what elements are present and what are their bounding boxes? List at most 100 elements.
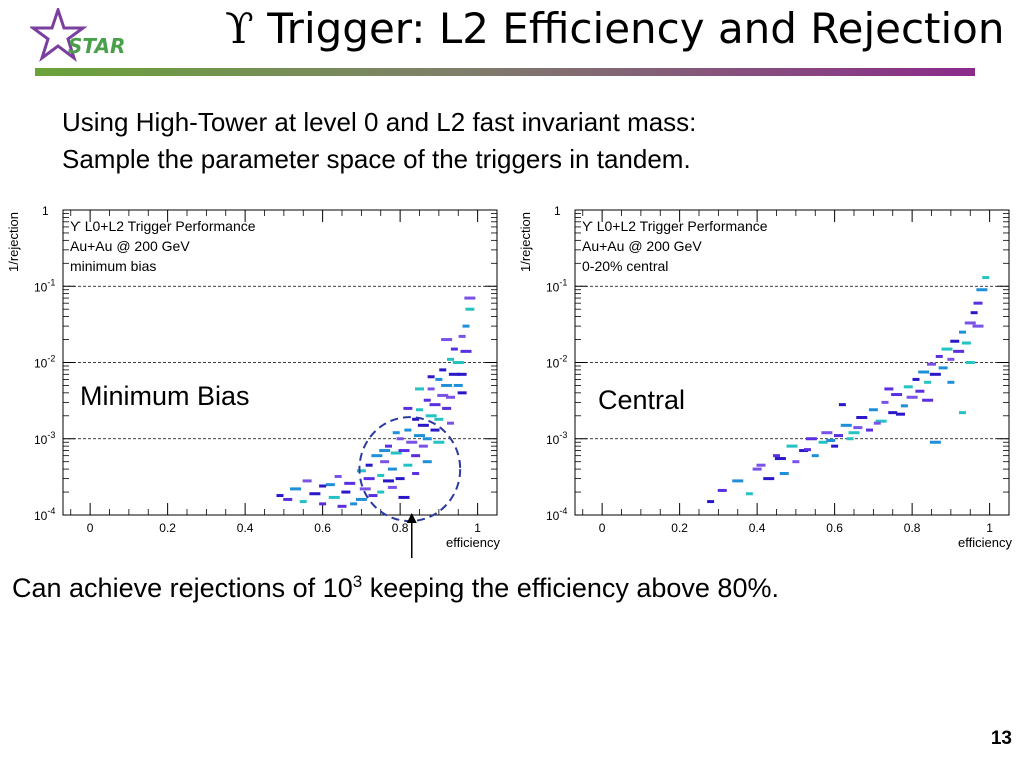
legend-line-3: minimum bias — [70, 258, 156, 274]
data-point — [434, 417, 444, 421]
legend-line-2: Au+Au @ 200 GeV — [582, 238, 702, 254]
data-point — [717, 488, 727, 492]
y-tick-label: 10-1 — [34, 277, 55, 294]
data-point — [866, 428, 873, 432]
data-point — [935, 354, 943, 358]
data-point — [429, 403, 441, 407]
y-tick-label-base: 10 — [34, 357, 48, 371]
data-point — [965, 361, 975, 364]
data-point — [915, 389, 925, 393]
data-point — [453, 383, 463, 387]
data-point — [972, 324, 984, 328]
data-point — [415, 387, 424, 391]
y-tick-label-exponent: -4 — [559, 506, 567, 516]
data-point — [458, 334, 466, 338]
x-tick-label: 0.2 — [159, 521, 176, 535]
data-point — [922, 398, 934, 402]
data-point — [403, 463, 413, 467]
data-point — [906, 395, 918, 399]
caption-text-pre: Can achieve rejections of 10 — [12, 573, 353, 603]
data-point — [392, 431, 400, 435]
y-tick-label-base: 1 — [554, 204, 561, 218]
data-point — [385, 444, 392, 448]
x-tick-label: 0.6 — [826, 521, 843, 535]
data-point — [856, 415, 868, 419]
x-tick-label: 0 — [87, 521, 94, 535]
x-tick-label: 0 — [599, 521, 606, 535]
data-point — [412, 472, 420, 476]
annotation-arrowhead — [406, 513, 417, 523]
data-point — [377, 473, 385, 477]
x-tick-label: 0.8 — [904, 521, 921, 535]
data-point — [947, 357, 955, 361]
data-point — [763, 477, 775, 481]
data-point — [875, 419, 887, 423]
data-point — [422, 460, 432, 464]
y-tick-label-exponent: -2 — [559, 354, 567, 364]
data-point — [406, 440, 418, 444]
data-point — [368, 494, 378, 498]
data-point — [805, 437, 817, 441]
data-point — [732, 479, 744, 483]
data-point — [437, 393, 449, 397]
star-logo-icon — [30, 8, 88, 63]
star-logo: STAR — [30, 8, 125, 63]
x-axis-label: efficiency — [446, 535, 500, 550]
legend-line-1: ϒ L0+L2 Trigger Performance — [70, 218, 256, 234]
intro-text: Using High-Tower at level 0 and L2 fast … — [62, 104, 696, 178]
data-point — [792, 460, 800, 464]
title-divider — [35, 68, 975, 76]
y-tick-label-base: 10 — [34, 433, 48, 447]
data-point — [371, 454, 383, 458]
data-point — [398, 449, 410, 453]
data-point — [383, 479, 394, 483]
overlay-label: Central — [598, 385, 685, 415]
data-point — [417, 423, 429, 427]
data-point — [341, 490, 351, 494]
data-point — [387, 467, 397, 471]
data-point — [447, 421, 454, 425]
data-point — [846, 437, 854, 441]
data-point — [411, 454, 421, 458]
x-axis-label: efficiency — [958, 535, 1012, 550]
y-tick-label-exponent: -3 — [47, 430, 55, 440]
star-logo-text: STAR — [68, 34, 125, 58]
legend-line-3: 0-20% central — [582, 258, 668, 274]
data-point — [283, 497, 293, 501]
data-point — [365, 463, 373, 467]
legend-line-2: Au+Au @ 200 GeV — [70, 238, 190, 254]
data-point — [707, 500, 715, 504]
data-point — [448, 372, 460, 376]
data-point — [786, 444, 798, 448]
y-tick-label: 10-2 — [546, 354, 567, 371]
y-tick-label-base: 10 — [546, 280, 560, 294]
data-point — [821, 431, 833, 435]
x-tick-label: 0.4 — [749, 521, 766, 535]
data-point — [457, 391, 467, 395]
data-point — [840, 423, 852, 427]
data-point — [276, 494, 284, 498]
slide-title-text: Trigger: L2 Efficiency and Rejection — [267, 4, 1005, 53]
data-point — [912, 377, 920, 381]
data-point — [838, 403, 846, 407]
data-point — [964, 321, 976, 325]
data-point — [465, 307, 475, 311]
data-point — [941, 347, 953, 351]
data-point — [938, 366, 948, 370]
data-point — [446, 395, 455, 399]
y-tick-label: 10-4 — [546, 506, 567, 523]
data-point — [377, 490, 385, 494]
y-tick-label-base: 10 — [546, 509, 560, 523]
x-tick-label: 0.4 — [237, 521, 254, 535]
y-tick-label: 10-1 — [546, 277, 567, 294]
y-tick-label-exponent: -3 — [559, 430, 567, 440]
legend-line-1: ϒ L0+L2 Trigger Performance — [582, 218, 768, 234]
data-point — [344, 481, 356, 485]
data-point — [774, 457, 786, 461]
data-point — [834, 434, 843, 438]
y-tick-label-exponent: -4 — [47, 506, 55, 516]
data-point — [398, 495, 410, 499]
y-tick-label: 10-4 — [34, 506, 55, 523]
chart-central: 110-110-210-310-40 0.2 0.4 0.6 0.8 1efficienc… — [518, 204, 1012, 550]
data-point — [811, 454, 819, 458]
